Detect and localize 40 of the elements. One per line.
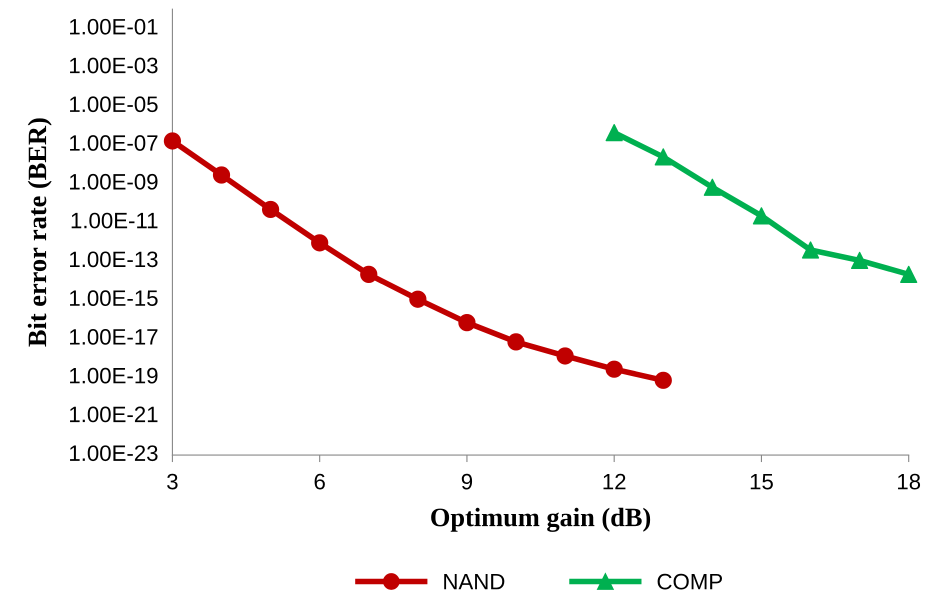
point [802,241,820,259]
point [458,314,476,332]
y-tick-label: 1.00E-01 [70,18,158,35]
legend-label: COMP [658,574,722,590]
point [360,266,378,283]
x-tick-label: 9 [462,474,472,490]
point [752,207,770,224]
y-tick-label: 1.00E-03 [70,58,158,74]
y-tick-label: 1.00E-13 [70,251,158,268]
point [654,148,672,166]
point [704,178,721,196]
point [311,234,328,252]
point [851,252,868,270]
point [556,347,574,365]
x-axis-title: Optimum gain (dB) [431,508,650,532]
y-axis-title: Bit error rate (BER) [28,118,52,347]
x-tick-label: 15 [750,474,773,490]
y-tick-label: 1.00E-15 [70,290,158,306]
point [606,360,623,378]
point [507,333,525,351]
y-tick-label: 1.00E-19 [70,368,158,384]
point [654,372,672,389]
y-tick-label: 1.00E-11 [72,212,158,228]
point [606,124,623,142]
y-tick-label: 1.00E-21 [70,406,158,422]
point [262,200,280,218]
y-tick-label: 1.00E-17 [70,329,158,345]
point [164,132,182,150]
y-tick-label: 1.00E-05 [70,96,158,112]
x-tick-label: 3 [167,474,178,490]
x-tick-label: 12 [604,474,626,490]
y-tick-label: 1.00E-07 [70,135,158,151]
point [900,266,918,283]
y-tick-label: 1.00E-09 [70,174,158,190]
x-tick-label: 6 [314,474,325,490]
x-tick-label: 18 [898,474,920,490]
point [212,166,230,184]
y-tick-label: 1.00E-23 [70,445,158,462]
legend-label: NAND [444,574,504,590]
point [409,290,426,308]
